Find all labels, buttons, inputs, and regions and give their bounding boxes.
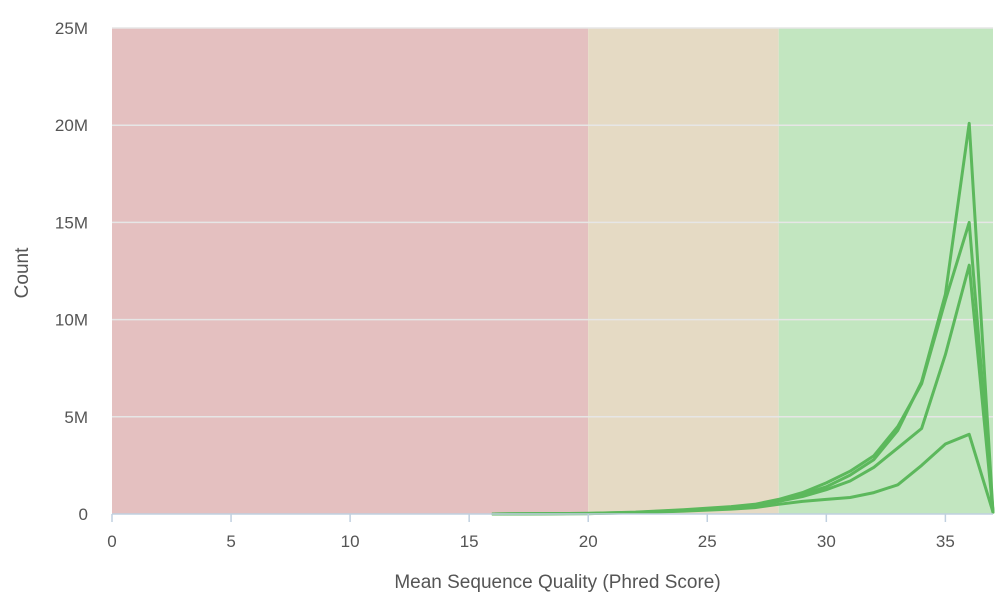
- x-tick-label-0: 0: [107, 532, 116, 551]
- y-axis-title: Count: [12, 247, 33, 298]
- x-axis-title: Mean Sequence Quality (Phred Score): [394, 572, 720, 593]
- y-tick-label-0: 0: [79, 505, 88, 524]
- quality-band-0: [112, 28, 589, 514]
- x-tick-label-6: 30: [817, 532, 836, 551]
- quality-band-2: [778, 28, 993, 514]
- series-lines: [491, 121, 995, 516]
- x-tick-label-2: 10: [341, 532, 360, 551]
- y-tick-label-4: 20M: [55, 116, 88, 135]
- gridlines: [112, 27, 993, 418]
- y-tick-label-1: 5M: [64, 408, 88, 427]
- x-tick-label-1: 5: [226, 532, 235, 551]
- y-tick-label-5: 25M: [55, 19, 88, 38]
- quality-bands: [112, 28, 993, 514]
- x-axis: 0 5 10 15 20 25 30 35: [107, 513, 993, 551]
- quality-band-1: [588, 28, 779, 514]
- x-tick-label-3: 15: [460, 532, 479, 551]
- y-axis: 0 5M 10M 15M 20M 25M: [55, 19, 88, 524]
- y-tick-label-3: 15M: [55, 213, 88, 232]
- x-tick-label-4: 20: [579, 532, 598, 551]
- x-tick-label-7: 35: [936, 532, 955, 551]
- y-tick-label-2: 10M: [55, 311, 88, 330]
- x-tick-label-5: 25: [698, 532, 717, 551]
- series-line-4: [491, 432, 995, 516]
